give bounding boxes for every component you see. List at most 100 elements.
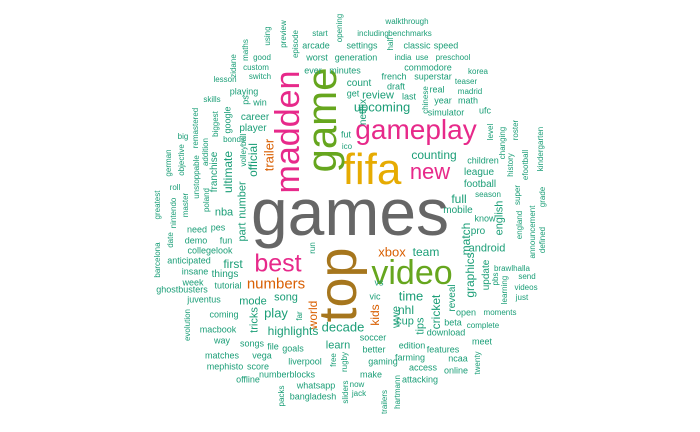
word-preview: preview: [279, 20, 288, 48]
word-things: things: [211, 269, 239, 280]
word-tips: tips: [414, 317, 427, 335]
word-mephisto: mephisto: [206, 361, 244, 372]
word-nintendo: nintendo: [169, 197, 178, 229]
word-count: count: [346, 78, 372, 89]
word-madrid: madrid: [457, 87, 483, 96]
word-mobile: mobile: [443, 205, 473, 216]
word-liverpool: liverpool: [288, 356, 322, 367]
word-fun: fun: [219, 235, 233, 246]
word-counting: counting: [411, 148, 457, 162]
word-vic: vic: [369, 291, 381, 302]
word-collegelook: collegelook: [187, 245, 233, 256]
word-tricks: tricks: [248, 307, 261, 333]
word-hartmann: hartmann: [393, 375, 402, 409]
word-vega: vega: [252, 350, 272, 361]
word-greatest: greatest: [153, 190, 162, 220]
word-trailer: trailer: [261, 138, 277, 172]
word-just: just: [515, 293, 529, 302]
word-changing: changing: [498, 126, 507, 160]
word-farming: farming: [394, 352, 426, 363]
word-biggest: biggest: [211, 111, 220, 137]
word-barcelona: barcelona: [153, 242, 162, 278]
word-evolution: evolution: [183, 308, 192, 342]
word-attacking: attacking: [401, 374, 439, 385]
word-week: week: [182, 277, 204, 288]
word-children: children: [467, 155, 499, 166]
word-german: german: [164, 149, 173, 177]
word-french: french: [381, 71, 407, 82]
word-mode: mode: [239, 295, 267, 308]
word-android: android: [468, 242, 506, 255]
word-walkthrough: walkthrough: [385, 17, 429, 26]
word-last: last: [401, 91, 417, 102]
word-ufc: ufc: [478, 105, 492, 116]
word-access: access: [408, 362, 438, 373]
word-open: open: [455, 307, 477, 318]
word-kids: kids: [368, 304, 382, 326]
word-nhl: nhl: [397, 303, 415, 317]
word-far: far: [295, 311, 304, 321]
word-video: video: [371, 254, 453, 292]
word-ghostbusters: ghostbusters: [156, 284, 208, 295]
word-cup: cup: [396, 315, 414, 328]
word-gaming: gaming: [368, 356, 398, 367]
word-need: need: [186, 224, 208, 235]
word-bangladesh: bangladesh: [289, 391, 337, 402]
word-review: review: [362, 89, 394, 102]
word-full: full: [451, 192, 467, 206]
word-real: real: [429, 84, 445, 95]
word-videos: videos: [514, 283, 538, 292]
word-preschool: preschool: [435, 53, 471, 62]
word-ncaa: ncaa: [448, 353, 468, 364]
word-new: new: [409, 159, 451, 184]
word-online: online: [443, 365, 469, 376]
word-coming: coming: [209, 309, 239, 320]
word-netflix: netflix: [358, 98, 369, 126]
word-now: now: [349, 380, 365, 389]
word-episode: episode: [291, 29, 300, 59]
word-league: league: [463, 167, 495, 178]
word-level: level: [486, 123, 495, 141]
word-super: super: [513, 184, 522, 206]
word-nba: nba: [214, 206, 234, 219]
word-tutorial: tutorial: [214, 280, 242, 291]
word-fut: fut: [340, 129, 352, 140]
word-time: time: [398, 288, 424, 304]
word-india: india: [394, 53, 412, 62]
word-madden: madden: [269, 70, 307, 194]
word-ever: ever: [304, 65, 322, 76]
word-simulator: simulator: [427, 107, 465, 118]
word-maths: maths: [241, 39, 250, 61]
word-opening: opening: [335, 13, 344, 43]
word-history: history: [506, 153, 515, 177]
word-know: know: [474, 213, 496, 224]
word-features: features: [426, 344, 460, 355]
word-macbook: macbook: [199, 324, 237, 335]
word-better: better: [362, 344, 386, 355]
word-ps: ps: [240, 95, 251, 105]
word-announcement: announcement: [528, 205, 537, 259]
word-decade: decade: [321, 319, 365, 335]
word-custom: custom: [243, 63, 269, 72]
word-numbers: numbers: [246, 275, 306, 293]
word-fifa: fifa: [342, 145, 402, 194]
word-rugby: rugby: [340, 351, 349, 373]
word-official: official: [246, 143, 260, 177]
word-matches: matches: [204, 350, 240, 361]
word-pes: pes: [210, 222, 226, 233]
word-settings: settings: [346, 40, 378, 51]
word-highlights: highlights: [267, 324, 319, 338]
word-defined: defined: [538, 226, 547, 254]
word-gameplay: gameplay: [355, 114, 477, 145]
word-xbox: xbox: [378, 244, 406, 260]
word-number: number: [236, 181, 249, 219]
word-lesson: lesson: [213, 75, 237, 84]
word-run: run: [308, 242, 317, 254]
word-best: best: [254, 249, 302, 278]
word-learning: learning: [500, 275, 509, 305]
word-franchise: franchise: [209, 151, 220, 193]
word-packs: packs: [277, 385, 286, 407]
word-soccer: soccer: [359, 332, 387, 343]
word-big: big: [177, 132, 189, 141]
